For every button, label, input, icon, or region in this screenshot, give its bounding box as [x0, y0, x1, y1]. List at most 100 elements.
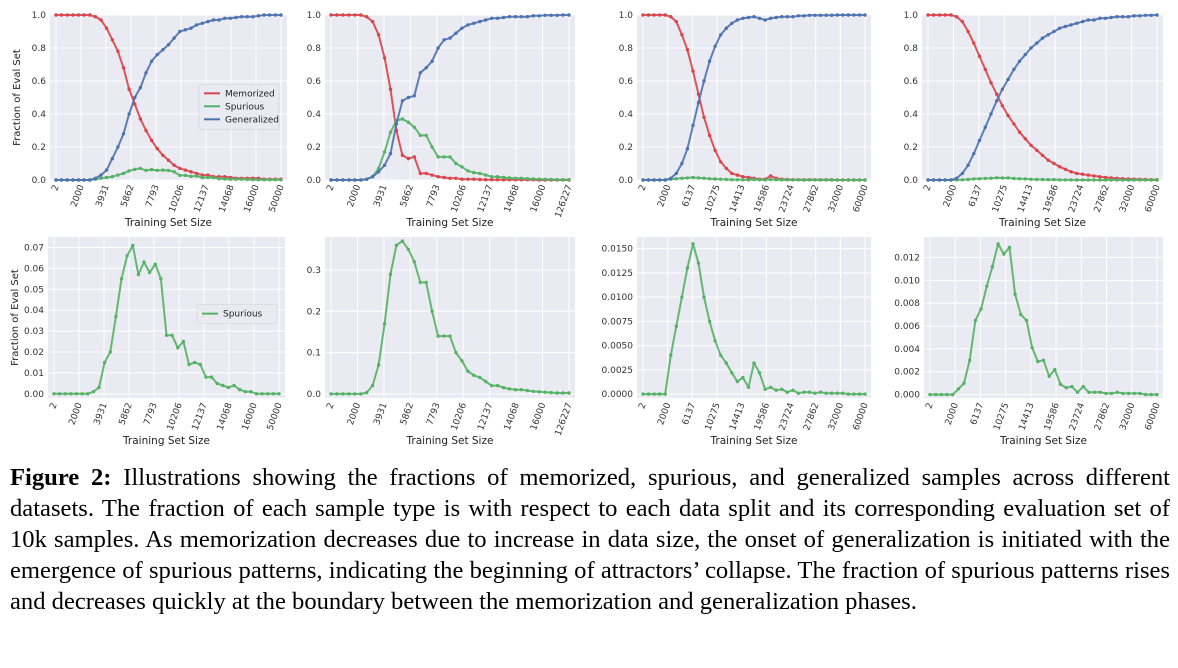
data-point-memorized	[949, 13, 953, 17]
data-point-spurious	[519, 176, 524, 180]
x-tick-label: 12137	[476, 402, 495, 432]
data-point-generalized	[1132, 14, 1136, 18]
data-point-spurious	[691, 175, 695, 180]
data-point-spurious	[966, 177, 970, 182]
data-point-spurious	[176, 346, 180, 350]
data-point-spurious	[1121, 178, 1125, 182]
x-tick-label: 3931	[95, 184, 112, 209]
data-point-memorized	[989, 81, 993, 85]
x-tick-label: 14068	[503, 183, 522, 214]
data-point-spurious	[418, 280, 422, 285]
data-point-memorized	[138, 117, 143, 121]
data-point-memorized	[466, 177, 470, 181]
y-tick-label: 0.6	[307, 77, 322, 87]
data-point-generalized	[99, 173, 103, 177]
data-point-memorized	[149, 138, 154, 143]
data-point-spurious	[136, 272, 141, 277]
data-point-spurious	[1138, 391, 1142, 396]
data-point-generalized	[144, 71, 148, 75]
data-point-memorized	[484, 178, 488, 182]
data-point-generalized	[424, 66, 428, 70]
x-tick-label: 5862	[118, 402, 135, 427]
y-tick-label: 0.0	[32, 176, 47, 186]
data-point-spurious	[187, 362, 191, 367]
data-point-memorized	[1023, 137, 1027, 141]
y-tick-label: 0.2	[619, 143, 633, 153]
y-tick-label: 0.1	[307, 349, 321, 359]
plot-area	[325, 237, 575, 398]
data-point-generalized	[138, 85, 143, 90]
x-tick-label: 2	[637, 184, 648, 193]
data-point-spurious	[1132, 178, 1136, 182]
data-point-memorized	[104, 26, 109, 30]
data-point-memorized	[347, 13, 351, 17]
data-point-generalized	[1063, 24, 1068, 29]
data-point-spurious	[183, 173, 188, 178]
data-point-memorized	[178, 166, 182, 171]
data-point-generalized	[691, 123, 695, 128]
data-point-generalized	[472, 21, 476, 25]
data-point-spurious	[1144, 392, 1148, 397]
data-point-memorized	[370, 19, 375, 24]
data-point-memorized	[1012, 122, 1016, 126]
x-tick-label: 12137	[476, 184, 495, 214]
x-tick-label: 32000	[1118, 183, 1137, 214]
data-point-memorized	[88, 13, 92, 17]
x-tick-label: 19586	[753, 183, 772, 214]
data-point-generalized	[489, 16, 494, 20]
data-point-generalized	[178, 29, 182, 34]
data-point-spurious	[561, 178, 565, 182]
data-point-spurious	[841, 178, 845, 182]
data-point-spurious	[243, 390, 247, 394]
y-tick-label: 0.0	[307, 390, 322, 400]
data-point-memorized	[99, 18, 103, 22]
data-point-spurious	[170, 333, 174, 337]
data-point-spurious	[189, 174, 193, 179]
data-point-generalized	[768, 16, 773, 20]
data-point-generalized	[719, 33, 723, 37]
data-point-spurious	[785, 178, 789, 182]
data-point-spurious	[63, 392, 67, 396]
data-point-generalized	[256, 14, 261, 18]
data-point-spurious	[1086, 178, 1091, 182]
data-point-spurious	[507, 387, 512, 391]
data-point-spurious	[567, 178, 571, 182]
data-point-spurious	[489, 383, 494, 388]
data-point-spurious	[1126, 391, 1131, 396]
data-point-spurious	[863, 392, 867, 396]
data-point-generalized	[194, 23, 199, 27]
y-tick-label: 1.0	[904, 11, 919, 21]
data-point-spurious	[412, 260, 416, 264]
data-point-spurious	[1087, 390, 1091, 394]
y-tick-label: 1.0	[32, 11, 47, 21]
data-point-spurious	[86, 392, 90, 396]
data-point-spurious	[448, 334, 452, 338]
x-axis-label: Training Set Size	[999, 435, 1087, 447]
data-point-spurious	[818, 390, 823, 394]
data-point-memorized	[430, 173, 434, 177]
data-point-memorized	[768, 174, 773, 178]
data-point-memorized	[71, 13, 75, 17]
data-point-spurious	[388, 272, 393, 276]
data-point-spurious	[1064, 386, 1068, 390]
data-point-generalized	[370, 175, 375, 179]
data-point-generalized	[1040, 36, 1045, 40]
x-tick-label: 2000	[346, 183, 363, 208]
data-point-spurious	[757, 371, 762, 375]
data-point-spurious	[555, 391, 559, 395]
data-point-memorized	[1052, 161, 1056, 166]
data-point-generalized	[484, 18, 488, 22]
data-point-generalized	[448, 36, 452, 40]
data-point-spurious	[142, 260, 146, 264]
data-point-memorized	[155, 147, 159, 151]
data-point-memorized	[341, 13, 345, 17]
y-tick-label: 0.0	[904, 176, 919, 186]
data-point-spurious	[1155, 392, 1159, 397]
data-point-generalized	[1023, 52, 1027, 57]
x-tick-label: 10206	[450, 183, 469, 214]
data-point-memorized	[680, 33, 684, 37]
data-point-spurious	[114, 314, 118, 319]
data-point-spurious	[200, 176, 204, 180]
x-tick-label: 10206	[166, 401, 185, 432]
data-point-memorized	[76, 13, 81, 17]
